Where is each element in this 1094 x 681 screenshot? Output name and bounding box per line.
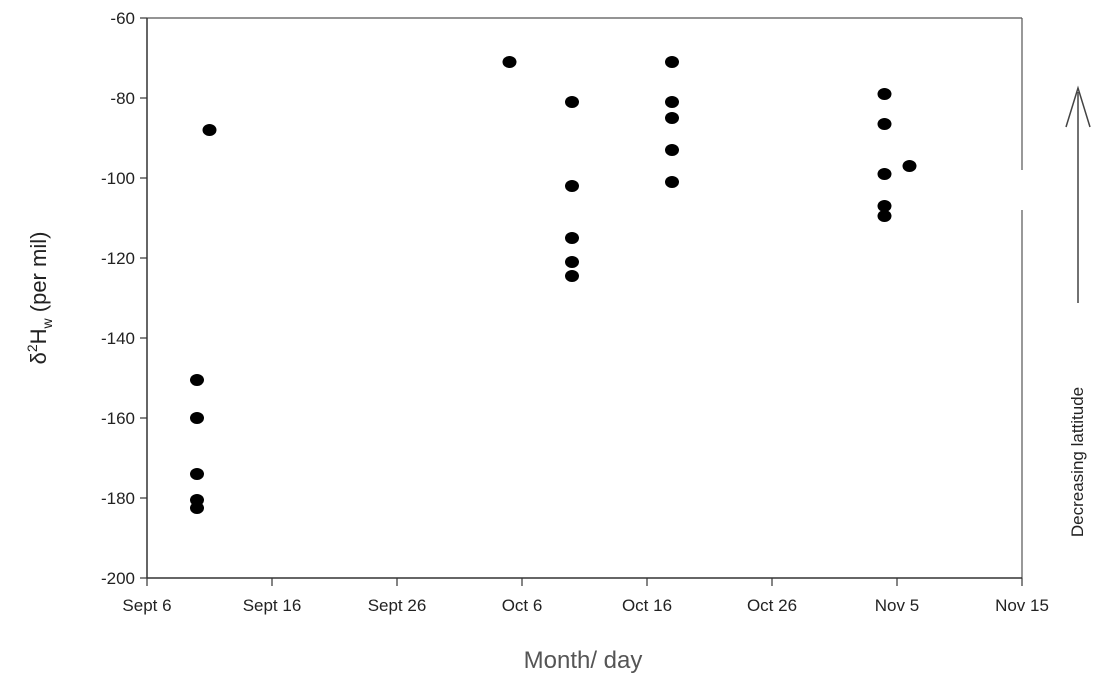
y-tick-label: -100 [101, 169, 135, 188]
data-point [665, 96, 679, 108]
side-annotation: Decreasing lattitude [1065, 85, 1091, 537]
y-tick-label: -180 [101, 489, 135, 508]
data-point [665, 144, 679, 156]
data-point [190, 502, 204, 514]
data-point [565, 256, 579, 268]
y-axis-title-superscript: 2 [24, 344, 40, 352]
data-point [565, 180, 579, 192]
y-axis-title-delta: δ [26, 352, 51, 364]
data-point [665, 112, 679, 124]
y-axis-title-unit: (per mil) [26, 232, 51, 319]
x-tick-label: Nov 5 [875, 596, 919, 615]
x-axis: Sept 6 Sept 16 Sept 26 Oct 6 Oct 16 Oct 26 Nov… [122, 578, 1049, 615]
data-point [565, 270, 579, 282]
y-tick-label: -200 [101, 569, 135, 588]
decreasing-latitude-label: Decreasing lattitude [1068, 387, 1087, 537]
y-axis-title-base: H [26, 328, 51, 344]
latitude-arrow-head-icon [1065, 85, 1091, 128]
y-axis-title-subscript: w [39, 317, 55, 329]
data-point [190, 412, 204, 424]
data-point [565, 232, 579, 244]
x-tick-label: Sept 6 [122, 596, 171, 615]
y-tick-label: -60 [110, 9, 135, 28]
data-point [877, 88, 892, 100]
data-point [877, 118, 892, 130]
data-point [190, 468, 204, 480]
y-tick-label: -80 [110, 89, 135, 108]
x-axis-title: Month/ day [524, 647, 643, 674]
data-point [190, 374, 204, 386]
data-point [565, 96, 579, 108]
data-point [877, 168, 892, 180]
y-axis-title: δ2Hw (per mil) [24, 232, 55, 365]
data-point [202, 124, 217, 136]
x-tick-label: Nov 15 [995, 596, 1049, 615]
plot-frame [146, 17, 1023, 579]
y-tick-label: -140 [101, 329, 135, 348]
data-point [502, 56, 517, 68]
x-tick-label: Oct 16 [622, 596, 672, 615]
data-point [902, 160, 917, 172]
x-tick-label: Oct 6 [502, 596, 543, 615]
x-tick-label: Oct 26 [747, 596, 797, 615]
data-points [190, 56, 917, 514]
y-tick-label: -120 [101, 249, 135, 268]
data-point [877, 200, 892, 212]
x-tick-label: Sept 26 [368, 596, 427, 615]
data-point [665, 176, 679, 188]
x-tick-label: Sept 16 [243, 596, 302, 615]
y-tick-label: -160 [101, 409, 135, 428]
y-axis: -60 -80 -100 -120 -140 -160 -180 -200 [101, 9, 147, 588]
data-point [877, 210, 892, 222]
data-point [665, 56, 679, 68]
